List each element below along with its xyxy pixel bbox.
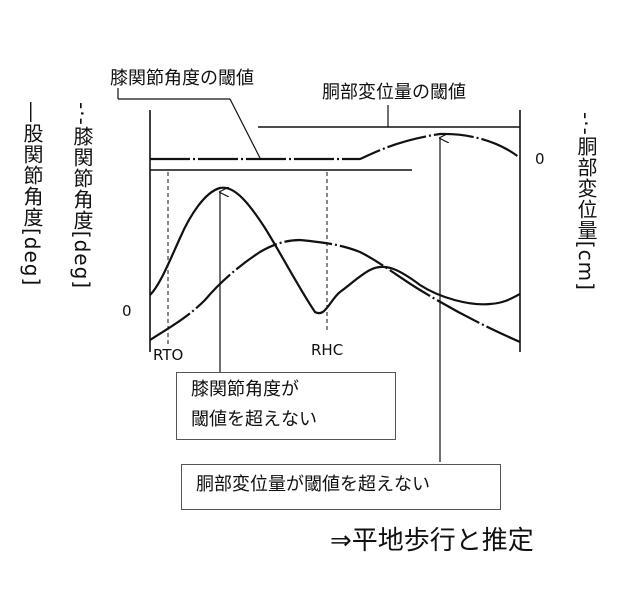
trunk-axis-label: -·-胴部変位量[cm] (572, 112, 601, 291)
trunk-condition-box: 胴部変位量が閾値を超えない (181, 464, 501, 510)
conclusion-text: ⇒平地歩行と推定 (330, 520, 534, 557)
knee-threshold-callout-diag (230, 99, 260, 158)
rto-label: RTO (153, 346, 183, 364)
knee-angle-curve (150, 240, 520, 342)
hip-angle-curve (150, 188, 520, 314)
trunk-box-text: 胴部変位量が閾値を超えない (182, 465, 500, 507)
knee-axis-label: -·-膝関節角度[deg] (68, 102, 97, 289)
knee-box-line2: 閾値を超えない (191, 405, 381, 435)
knee-box-line1: 膝関節角度が (191, 375, 381, 405)
rhc-label: RHC (311, 341, 343, 359)
trunk-displacement-curve (150, 134, 520, 159)
hip-axis-label: ―股関節角度[deg] (18, 102, 47, 286)
knee-condition-box: 膝関節角度が 閾値を超えない (176, 372, 396, 440)
knee-threshold-label: 膝関節角度の閾値 (110, 64, 254, 90)
zero-right-label: 0 (535, 150, 545, 168)
trunk-threshold-label: 胴部変位量の閾値 (322, 78, 466, 104)
zero-left-label: 0 (122, 302, 132, 320)
